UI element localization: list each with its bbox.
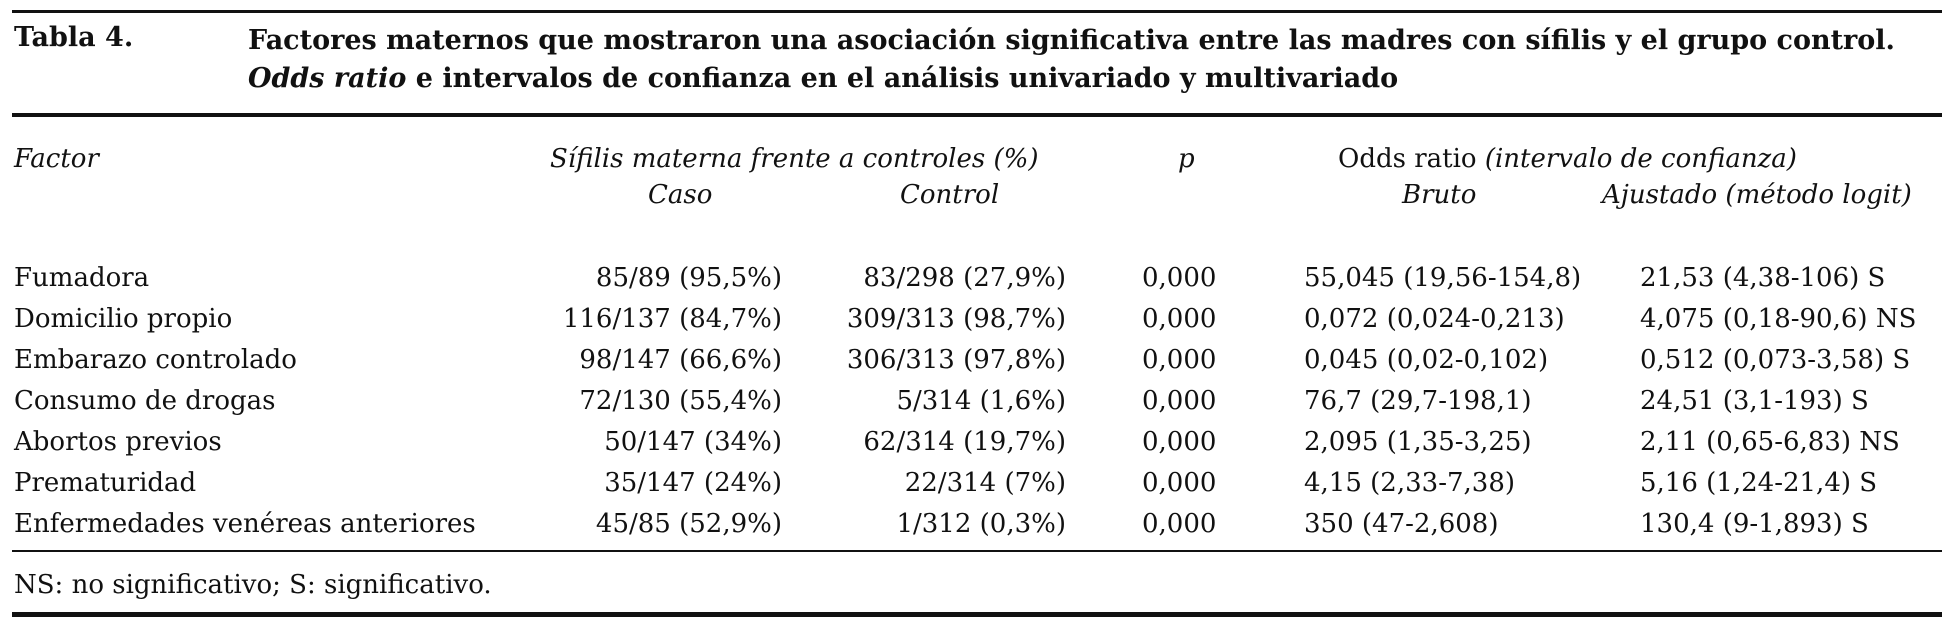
- table-label: Tabla 4.: [14, 22, 134, 53]
- row-2-ajustado: 4,075 (0,18-90,6) NS: [1640, 304, 1917, 334]
- row-5-ajustado: 2,11 (0,65-6,83) NS: [1640, 427, 1900, 457]
- bottom-rule: [12, 612, 1942, 617]
- row-3-factor: Embarazo controlado: [14, 345, 297, 375]
- row-4-control: 5/314 (1,6%): [896, 386, 1066, 416]
- row-4-bruto: 76,7 (29,7-198,1): [1304, 386, 1532, 416]
- row-6-control: 22/314 (7%): [904, 468, 1066, 498]
- row-4-factor: Consumo de drogas: [14, 386, 276, 416]
- row-6-ajustado: 5,16 (1,24-21,4) S: [1640, 468, 1878, 498]
- row-5-factor: Abortos previos: [14, 427, 222, 457]
- header-control: Control: [900, 180, 1000, 210]
- header-factor: Factor: [14, 144, 99, 174]
- header-odds-ratio: Odds ratio (intervalo de confianza): [1338, 144, 1797, 174]
- header-bruto: Bruto: [1402, 180, 1477, 210]
- row-6-caso: 35/147 (24%): [604, 468, 782, 498]
- row-1-bruto: 55,045 (19,56-154,8): [1304, 263, 1582, 293]
- row-2-caso: 116/137 (84,7%): [562, 304, 782, 334]
- row-2-factor: Domicilio propio: [14, 304, 233, 334]
- header-ajustado: Ajustado (método logit): [1602, 180, 1912, 210]
- row-4-p: 0,000: [1142, 386, 1217, 416]
- row-1-control: 83/298 (27,9%): [863, 263, 1066, 293]
- title-italic-term: Odds ratio: [248, 63, 407, 94]
- row-3-caso: 98/147 (66,6%): [579, 345, 782, 375]
- row-4-ajustado: 24,51 (3,1-193) S: [1640, 386, 1869, 416]
- row-2-bruto: 0,072 (0,024-0,213): [1304, 304, 1565, 334]
- row-2-control: 309/313 (98,7%): [846, 304, 1066, 334]
- header-rule: [12, 113, 1942, 117]
- header-caso: Caso: [648, 180, 713, 210]
- table-title: Factores maternos que mostraron una asoc…: [248, 22, 1938, 98]
- row-7-p: 0,000: [1142, 509, 1217, 539]
- row-1-caso: 85/89 (95,5%): [595, 263, 782, 293]
- row-2-p: 0,000: [1142, 304, 1217, 334]
- row-3-p: 0,000: [1142, 345, 1217, 375]
- row-7-control: 1/312 (0,3%): [896, 509, 1066, 539]
- row-6-p: 0,000: [1142, 468, 1217, 498]
- row-5-bruto: 2,095 (1,35-3,25): [1304, 427, 1532, 457]
- title-rest: e intervalos de confianza en el análisis…: [406, 63, 1399, 94]
- header-odds-ratio-plain: Odds ratio: [1338, 144, 1485, 174]
- row-3-bruto: 0,045 (0,02-0,102): [1304, 345, 1549, 375]
- row-6-bruto: 4,15 (2,33-7,38): [1304, 468, 1516, 498]
- row-6-factor: Prematuridad: [14, 468, 197, 498]
- row-3-control: 306/313 (97,8%): [846, 345, 1066, 375]
- header-p: p: [1178, 144, 1195, 174]
- top-rule: [12, 10, 1942, 13]
- table-title-line-2: Odds ratio e intervalos de confianza en …: [248, 60, 1938, 98]
- row-7-factor: Enfermedades venéreas anteriores: [14, 509, 476, 539]
- row-5-caso: 50/147 (34%): [604, 427, 782, 457]
- row-7-bruto: 350 (47-2,608): [1304, 509, 1499, 539]
- row-4-caso: 72/130 (55,4%): [579, 386, 782, 416]
- row-7-ajustado: 130,4 (9-1,893) S: [1640, 509, 1869, 539]
- table-title-line-1: Factores maternos que mostraron una asoc…: [248, 25, 1895, 56]
- row-5-p: 0,000: [1142, 427, 1217, 457]
- row-1-p: 0,000: [1142, 263, 1217, 293]
- table-footnote: NS: no significativo; S: significativo.: [14, 570, 492, 600]
- row-1-ajustado: 21,53 (4,38-106) S: [1640, 263, 1886, 293]
- row-3-ajustado: 0,512 (0,073-3,58) S: [1640, 345, 1911, 375]
- row-7-caso: 45/85 (52,9%): [595, 509, 782, 539]
- body-rule: [12, 550, 1942, 552]
- header-group: Sífilis materna frente a controles (%): [550, 144, 1039, 174]
- row-5-control: 62/314 (19,7%): [863, 427, 1066, 457]
- row-1-factor: Fumadora: [14, 263, 150, 293]
- header-odds-ratio-italic: (intervalo de confianza): [1484, 144, 1797, 174]
